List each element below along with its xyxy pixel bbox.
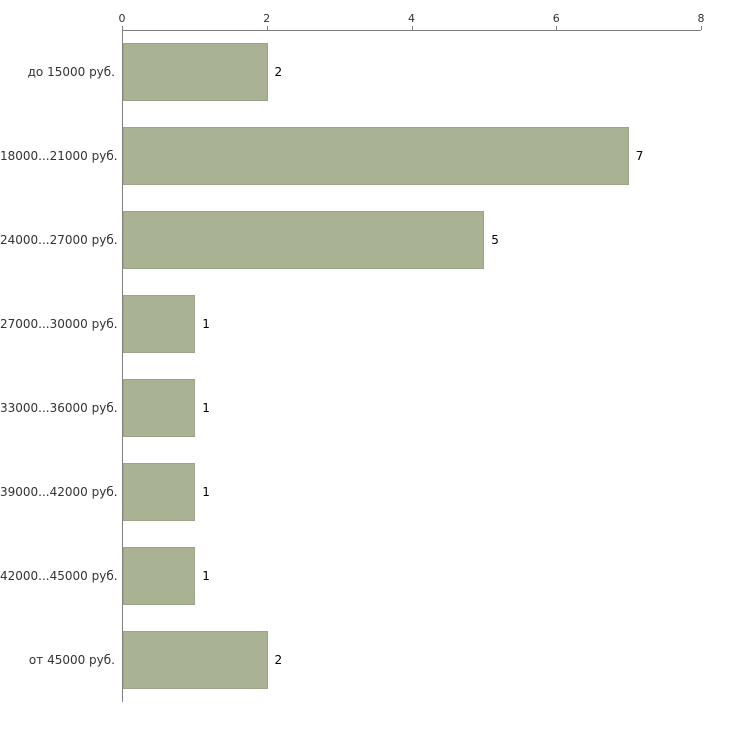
chart-row: до 15000 руб. 2 [0, 30, 701, 114]
bar [123, 379, 196, 437]
chart-row: 24000...27000 руб. 5 [0, 198, 701, 282]
bar-value-label: 5 [491, 233, 499, 247]
x-tick-mark [411, 26, 413, 30]
x-tick-mark [701, 26, 702, 30]
bar-value-label: 2 [274, 653, 283, 667]
plot-rows: до 15000 руб. 2 18000...21000 руб. 7 24000..… [0, 30, 701, 702]
chart-row: 39000...42000 руб. 1 [0, 450, 701, 534]
x-tick-mark [266, 26, 268, 30]
bar [123, 43, 268, 101]
x-axis [122, 30, 701, 31]
x-tick-label: 6 [552, 12, 560, 25]
category-label: 18000...21000 руб. [0, 149, 118, 163]
bar-area: 2 [122, 618, 701, 702]
category-label: 27000...30000 руб. [0, 317, 118, 331]
bar [123, 127, 629, 185]
bar [123, 295, 196, 353]
chart-row: 27000...30000 руб. 1 [0, 282, 701, 366]
category-label: от 45000 руб. [28, 653, 115, 667]
x-tick-label: 4 [408, 12, 415, 25]
bar [123, 211, 485, 269]
x-tick-mark [122, 26, 123, 30]
bar-area: 2 [122, 30, 701, 114]
bar-area: 5 [122, 198, 701, 282]
category-label: до 15000 руб. [27, 65, 115, 79]
bar-area: 7 [122, 114, 701, 198]
x-tick-label: 0 [118, 12, 126, 25]
bar [123, 547, 196, 605]
category-label: 24000...27000 руб. [0, 233, 118, 247]
bar-area: 1 [122, 450, 701, 534]
category-label: 42000...45000 руб. [0, 569, 118, 583]
bar-value-label: 1 [202, 317, 210, 331]
bar-value-label: 1 [202, 401, 210, 415]
chart-row: 33000...36000 руб. 1 [0, 366, 701, 450]
x-tick-label: 8 [697, 12, 705, 25]
category-label: 39000...42000 руб. [0, 485, 118, 499]
bar-value-label: 1 [202, 485, 210, 499]
category-label: 33000...36000 руб. [0, 401, 118, 415]
bar-area: 1 [122, 534, 701, 618]
bar-area: 1 [122, 282, 701, 366]
chart-row: 42000...45000 руб. 1 [0, 534, 701, 618]
bar [123, 463, 196, 521]
bar [123, 631, 268, 689]
chart-row: от 45000 руб. 2 [0, 618, 701, 702]
x-tick-mark [556, 26, 558, 30]
bar-value-label: 1 [202, 569, 210, 583]
bar-area: 1 [122, 366, 701, 450]
bar-value-label: 7 [635, 149, 644, 163]
chart-row: 18000...21000 руб. 7 [0, 114, 701, 198]
x-tick-label: 2 [263, 12, 271, 25]
bar-value-label: 2 [274, 65, 283, 79]
